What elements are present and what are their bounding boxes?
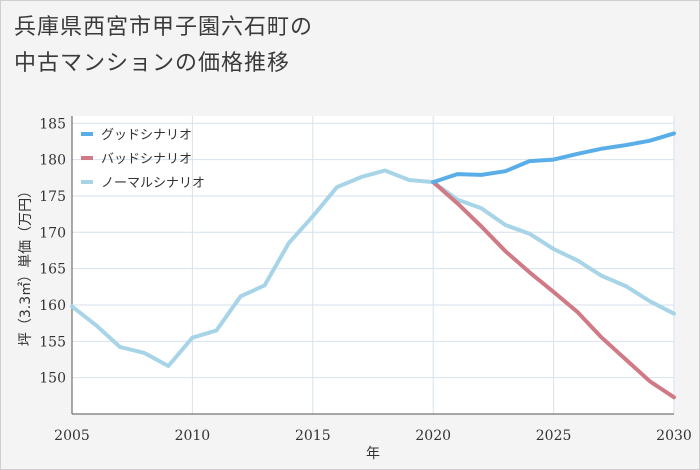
chart-title: 兵庫県西宮市甲子園六石町の 中古マンションの価格推移 bbox=[14, 10, 313, 82]
y-tick-label-185: 185 bbox=[39, 116, 66, 132]
series-line-1 bbox=[431, 180, 676, 400]
y-tick-label-150: 150 bbox=[39, 371, 66, 387]
x-tick-label-2025: 2025 bbox=[536, 428, 572, 444]
x-axis-label: 年 bbox=[366, 446, 380, 462]
x-tick-label-2020: 2020 bbox=[415, 428, 451, 444]
y-tick-label-175: 175 bbox=[39, 189, 66, 205]
tick-labels: 150 155 160 165 170 175 180 185 2005 2010 2015 2020… bbox=[39, 116, 692, 444]
y-tick-label-170: 170 bbox=[39, 225, 66, 241]
x-tick-label-2015: 2015 bbox=[295, 428, 331, 444]
x-tick-label-2005: 2005 bbox=[54, 428, 90, 444]
y-tick-label-180: 180 bbox=[39, 153, 66, 169]
y-tick-label-155: 155 bbox=[39, 334, 66, 350]
series-line-0 bbox=[431, 131, 676, 185]
legend-label-2: ノーマルシナリオ bbox=[101, 176, 205, 191]
y-axis-label: 坪（3.3㎡）単価（万円） bbox=[18, 184, 34, 346]
x-tick-label-2030: 2030 bbox=[656, 428, 692, 444]
title-line-2: 中古マンションの価格推移 bbox=[14, 51, 291, 76]
y-tick-label-160: 160 bbox=[39, 298, 66, 314]
title-line-1: 兵庫県西宮市甲子園六石町の bbox=[14, 15, 314, 40]
series-line-2 bbox=[70, 168, 676, 368]
legend-label-1: バッドシナリオ bbox=[101, 152, 192, 167]
x-tick-label-2010: 2010 bbox=[175, 428, 211, 444]
y-tick-label-165: 165 bbox=[39, 262, 66, 278]
legend-label-0: グッドシナリオ bbox=[101, 128, 192, 143]
axes bbox=[71, 116, 674, 415]
series-lines bbox=[70, 131, 676, 400]
